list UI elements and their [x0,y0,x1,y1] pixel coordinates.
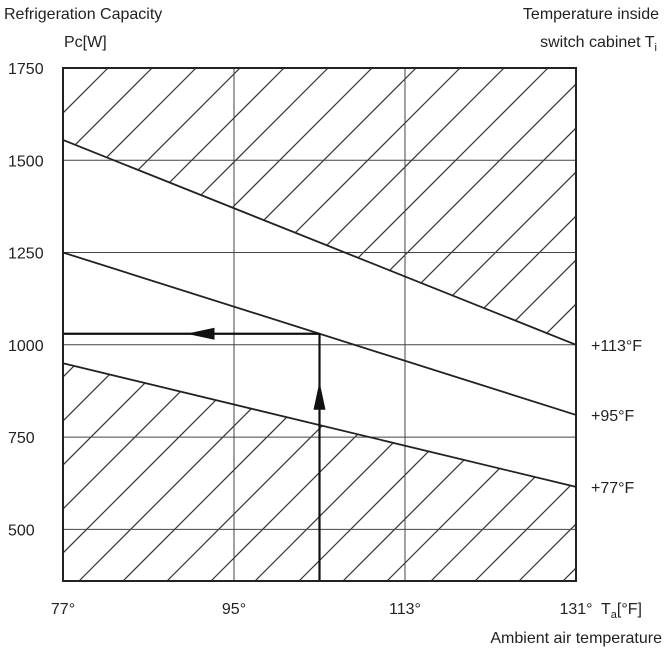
left-arrow-head [186,327,215,340]
y-tick-labels: 500 750 1000 1250 1500 1750 [8,61,44,539]
hatch-line [63,363,505,581]
hatch-line [63,363,241,581]
hatch-line [78,363,576,581]
x-tick-label: 77° [51,601,75,618]
hatch-line [518,68,576,345]
y-tick-label: 1750 [8,61,44,78]
hatch-line [386,68,576,345]
series-end-label: +113°F [591,338,642,355]
series-line [62,139,577,346]
hatch-line [0,68,20,581]
hatch-line [342,363,576,581]
hatch-line [63,68,197,345]
hatch-line [63,363,461,581]
hatch-line [562,68,576,345]
hatch-line [63,363,329,581]
hatch-line [254,363,576,581]
hatch-line [474,363,576,581]
hatch-line [63,363,285,581]
x-axis-label: Ambient air temperature [490,630,662,647]
hatch-line [166,363,576,581]
hatch-line [607,68,669,581]
hatch-line [63,363,65,581]
legend-title-subscript: i [654,42,657,55]
hatch-line [651,68,669,581]
hatch-line [63,68,329,345]
hatch-line [63,68,373,345]
hatch-line [122,363,576,581]
hatch-line [430,363,576,581]
series-end-label: +77°F [591,480,635,497]
x-tick-label: 131° [559,601,592,618]
y-tick-label: 500 [8,522,35,539]
hatch-line [518,363,576,581]
hatch-line [63,68,241,345]
hatch-below-region [0,68,669,581]
x-tick-labels: 77° 95° 113° 131° [51,601,593,618]
hatch-line [166,68,576,345]
series-end-label: +95°F [591,408,635,425]
hatch-line [210,363,576,581]
hatch-line [254,68,576,345]
hatch-line [63,68,65,345]
hatch-line [386,363,576,581]
x-tick-label: 95° [222,601,246,618]
hatch-line [562,363,576,581]
hatch-line [430,68,576,345]
hatch-line [342,68,576,345]
legend-title-line1: Temperature inside [522,6,659,23]
hatch-line [63,363,197,581]
y-tick-label: 1250 [8,246,44,263]
hatched-regions [0,68,669,581]
hatch-line [474,68,576,345]
hatch-line [298,363,576,581]
legend-title-text: switch cabinet T [540,34,655,51]
hatch-line [607,68,669,581]
hatch-line [63,68,461,345]
hatch-line [63,68,285,345]
x-tick-label: 113° [389,601,421,618]
plot-frame [62,67,577,582]
y-tick-label: 750 [8,430,35,447]
hatch-line [651,68,669,581]
hatch-above-region [0,68,669,581]
series-labels: +113°F +95°F +77°F [591,338,642,497]
y-tick-label: 1000 [8,338,44,355]
up-arrow-head [313,381,326,410]
hatch-line [63,363,549,581]
hatch-line [0,68,20,581]
x-axis-unit-label: Ta[°F] [601,601,642,621]
hatch-line [63,363,109,581]
hatch-line [63,363,373,581]
legend-title-line2: switch cabinet Ti [540,34,657,57]
y-axis-title-line2: Pc[W] [64,34,107,51]
hatch-line [210,68,576,345]
hatch-line [63,68,109,345]
example-reading-path [63,327,326,581]
hatch-line [298,68,576,345]
y-tick-label: 1500 [8,153,44,170]
y-axis-title-line1: Refrigeration Capacity [4,6,163,23]
